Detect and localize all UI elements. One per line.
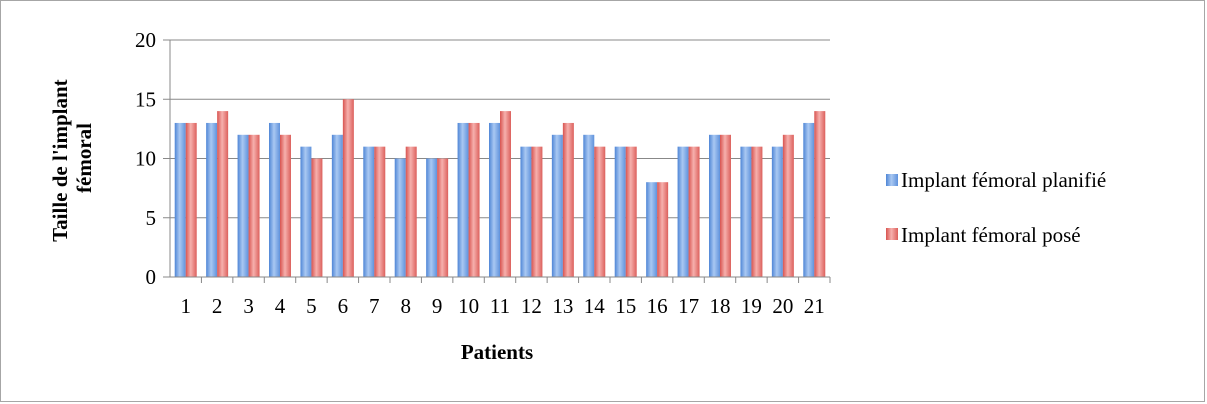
bar-pose [185,122,197,277]
bar-pose [814,111,826,277]
bar-planifie [646,182,658,277]
x-tick-label: 8 [400,294,411,318]
bar-planifie [583,134,595,277]
bar-planifie [237,134,249,277]
legend: Implant fémoral planifié Implant fémoral… [886,168,1106,247]
bar-planifie [206,122,218,277]
bar-pose [688,146,700,277]
x-tick-label: 20 [772,294,793,318]
bar-pose [594,146,606,277]
legend-swatch-pose [886,228,898,240]
y-axis-title: Taille de l'implant fémoral [48,74,96,242]
x-tick-label: 2 [212,294,223,318]
bar-pose [500,111,511,277]
x-tick-label: 17 [678,294,699,318]
bar-pose [657,182,669,277]
x-tick-label: 5 [306,294,317,318]
y-tick-label: 15 [135,87,156,111]
y-tick-label: 10 [135,147,156,171]
legend-swatch-planifie [886,174,898,186]
bar-pose [531,146,543,277]
bar-pose [437,158,449,277]
bar-planifie [363,146,375,277]
bar-planifie [394,158,406,277]
bar-planifie [677,146,689,277]
y-axis-title-line-2: fémoral [72,123,96,193]
bar-pose [782,134,794,277]
legend-label-pose: Implant fémoral posé [901,223,1081,247]
bar-planifie [300,146,312,277]
x-tick-label: 1 [180,294,191,318]
bar-pose [405,146,417,277]
bar-pose [751,146,763,277]
bar-planifie [520,146,532,277]
y-axis-title-line-1: Taille de l'implant [48,79,72,242]
x-tick-label: 12 [521,294,542,318]
bar-pose [468,122,480,277]
bar-planifie [551,134,563,277]
x-axis-title: Patients [461,340,533,364]
bar-pose [311,158,323,277]
bar-pose [625,146,637,277]
bar-planifie [489,122,500,277]
x-tick-label: 14 [584,294,606,318]
bars [174,99,826,277]
bar-pose [342,99,354,277]
x-tick-label: 10 [458,294,479,318]
x-tick-label: 4 [275,294,286,318]
bar-planifie [740,146,752,277]
bar-pose [280,134,291,277]
x-tick-label: 9 [432,294,443,318]
bar-planifie [426,158,438,277]
bar-planifie [174,122,186,277]
x-tick-label: 18 [710,294,731,318]
bar-pose [217,111,229,277]
y-tick-labels: 0 5 10 15 20 [135,28,170,289]
bar-planifie [457,122,469,277]
x-tick-labels: 1 2 3 4 5 6 7 8 9 10 11 12 13 14 15 16 17 18 19 20 21 [180,277,831,318]
bar-planifie [803,122,815,277]
x-tick-label: 11 [490,294,510,318]
bar-pose [248,134,260,277]
bar-planifie [331,134,343,277]
x-tick-label: 16 [647,294,668,318]
bar-pose [562,122,574,277]
legend-label-planifie: Implant fémoral planifié [901,168,1106,192]
x-tick-label: 19 [741,294,762,318]
x-tick-label: 21 [804,294,825,318]
x-tick-label: 7 [369,294,380,318]
y-tick-label: 20 [135,28,156,52]
bar-pose [720,134,731,277]
bar-planifie [771,146,783,277]
x-tick-label: 3 [243,294,254,318]
bar-planifie [709,134,720,277]
x-tick-label: 13 [552,294,573,318]
x-tick-label: 15 [615,294,636,318]
bar-planifie [269,122,280,277]
y-tick-label: 5 [146,206,157,230]
bar-planifie [614,146,626,277]
x-tick-label: 6 [338,294,349,318]
bar-pose [374,146,386,277]
y-tick-label: 0 [146,265,157,289]
